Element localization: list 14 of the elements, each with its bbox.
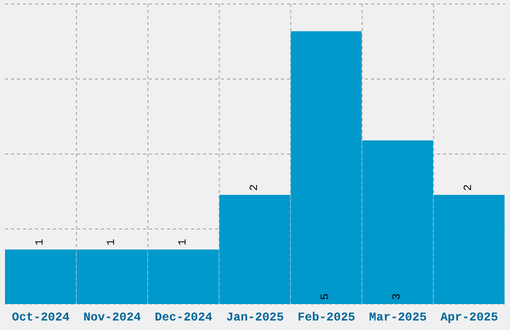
- data-label: 2: [248, 184, 261, 191]
- data-label: 3: [392, 293, 404, 300]
- x-tick-label: Mar-2025: [369, 310, 427, 325]
- x-tick-label: Jan-2025: [226, 310, 284, 325]
- x-tick-label: Apr-2025: [440, 310, 498, 325]
- data-label: 2: [463, 184, 476, 191]
- data-label: 1: [106, 238, 118, 246]
- data-label: 1: [34, 238, 46, 246]
- x-tick-label: Dec-2024: [154, 310, 212, 325]
- x-tick-label: Oct-2024: [12, 310, 70, 325]
- x-tick-label: Feb-2025: [298, 310, 356, 325]
- x-tick-label: Nov-2024: [83, 310, 141, 325]
- data-label: 5: [320, 293, 332, 300]
- data-label: 1: [177, 238, 190, 246]
